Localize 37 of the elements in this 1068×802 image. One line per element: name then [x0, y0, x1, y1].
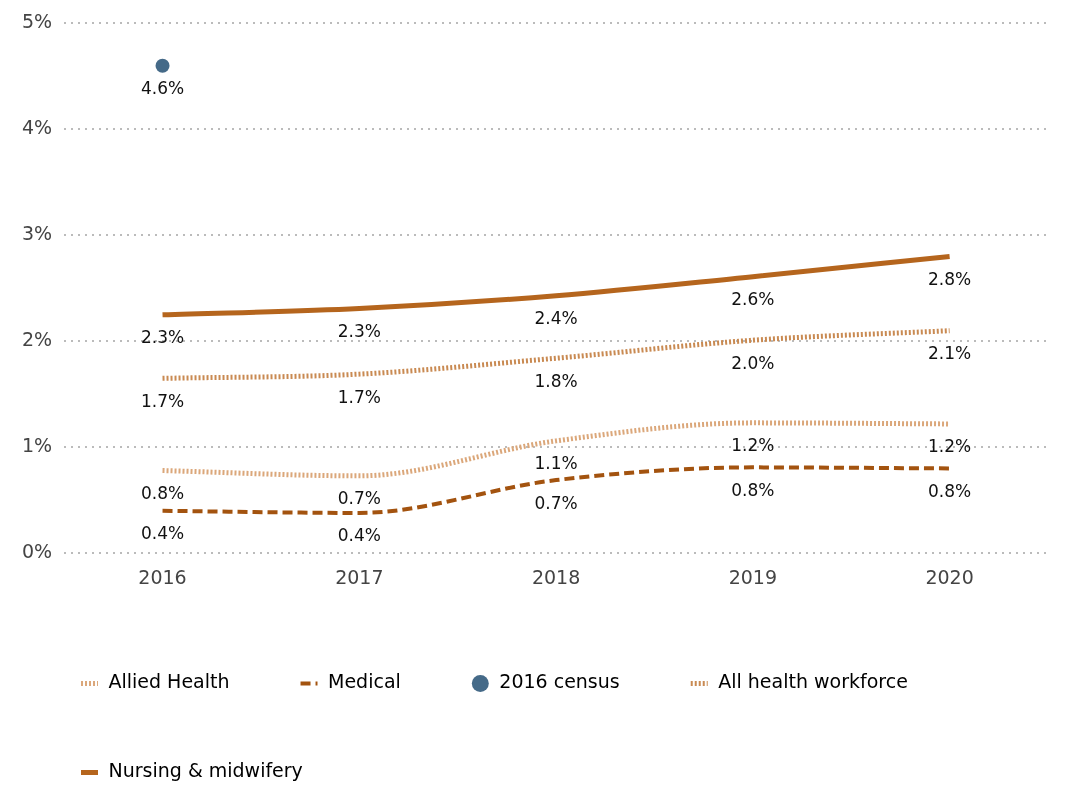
data-label: 2.3%	[140, 327, 185, 348]
y-tick-label: 2%	[21, 328, 53, 351]
data-label: 0.7%	[534, 492, 578, 513]
data-label: 0.8%	[928, 480, 972, 501]
y-tick-label: 5%	[21, 10, 53, 33]
x-tick-label: 2016	[138, 565, 187, 588]
data-label: 0.4%	[337, 525, 381, 546]
data-label: 2.1%	[928, 343, 972, 364]
data-label: 2.4%	[534, 308, 578, 329]
data-label: 0.8%	[731, 479, 775, 500]
x-tick-label: 2017	[335, 565, 384, 588]
data-label: 1.1%	[534, 453, 578, 474]
y-tick-label: 1%	[21, 434, 53, 457]
data-label: 4.6%	[140, 78, 185, 99]
x-tick-label: 2018	[531, 565, 581, 588]
legend-label: Medical	[328, 670, 401, 693]
data-label: 0.8%	[140, 482, 185, 503]
x-tick-label: 2020	[925, 565, 974, 588]
x-tick-label: 2019	[728, 565, 778, 588]
legend-label: Nursing & midwifery	[108, 759, 303, 782]
y-tick-label: 4%	[21, 116, 53, 139]
data-label: 2.3%	[337, 320, 381, 341]
legend-label: 2016 census	[499, 670, 620, 693]
data-label: 1.7%	[140, 390, 185, 411]
y-tick-label: 0%	[21, 540, 53, 563]
data-label: 1.7%	[337, 386, 381, 407]
data-label: 2.8%	[928, 268, 972, 289]
data-label: 1.2%	[731, 435, 775, 456]
legend-label: Allied Health	[108, 670, 230, 693]
data-label: 0.4%	[140, 523, 185, 544]
legend-label: All health workforce	[718, 670, 908, 693]
data-label: 2.0%	[731, 352, 775, 373]
y-tick-label: 3%	[21, 222, 53, 245]
data-label: 1.2%	[928, 436, 972, 457]
data-label: 2.6%	[731, 289, 775, 310]
data-label: 0.7%	[337, 488, 381, 509]
data-label: 1.8%	[534, 370, 578, 391]
